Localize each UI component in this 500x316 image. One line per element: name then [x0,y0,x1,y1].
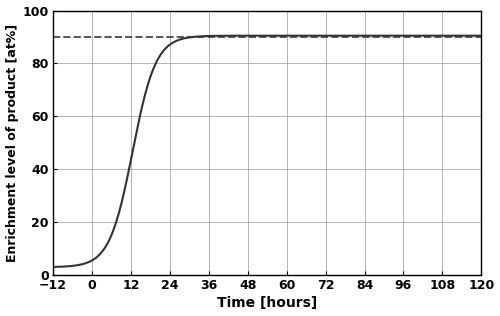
X-axis label: Time [hours]: Time [hours] [217,296,318,310]
Y-axis label: Enrichment level of product [at%]: Enrichment level of product [at%] [6,24,18,262]
